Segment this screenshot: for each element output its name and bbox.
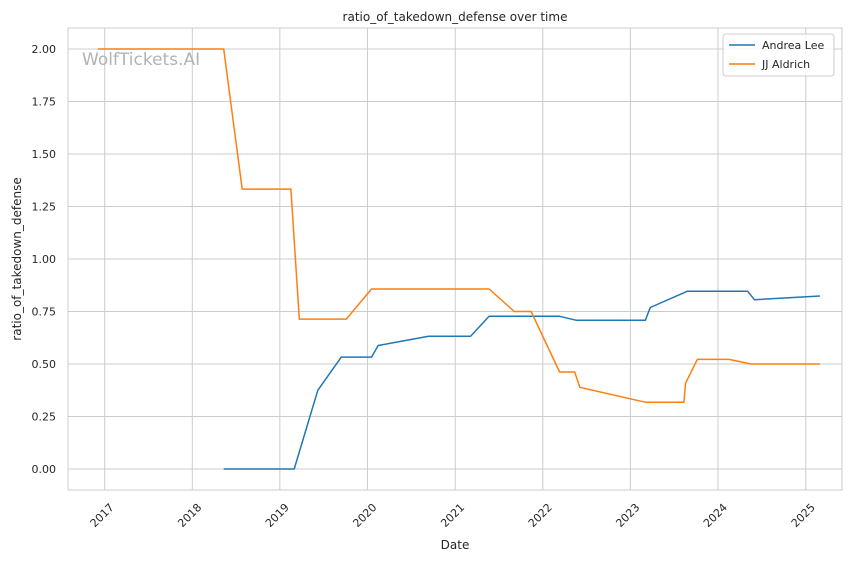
legend-label-jj-aldrich: JJ Aldrich (761, 58, 810, 71)
y-tick-label: 0.50 (32, 358, 57, 371)
x-tick-label: 2017 (88, 501, 117, 530)
x-tick-label: 2019 (263, 501, 292, 530)
chart-title: ratio_of_takedown_defense over time (343, 10, 568, 24)
y-axis-label: ratio_of_takedown_defense (10, 177, 24, 340)
x-tick-label: 2022 (526, 501, 555, 530)
x-tick-labels: 2017 2018 2019 2020 2021 2022 2023 2024 2025 (88, 501, 818, 530)
x-tick-label: 2025 (789, 501, 818, 530)
series-lines (97, 48, 820, 470)
y-tick-label: 0.00 (32, 463, 57, 476)
x-tick-label: 2024 (701, 501, 730, 530)
legend: Andrea Lee JJ Aldrich (722, 33, 835, 77)
x-tick-label: 2023 (613, 501, 642, 530)
x-tick-label: 2018 (175, 501, 204, 530)
x-axis-label: Date (441, 538, 470, 552)
y-tick-label: 0.25 (32, 411, 57, 424)
y-tick-label: 1.75 (32, 96, 57, 109)
watermark: WolfTickets.AI (82, 50, 200, 70)
grid (68, 28, 842, 490)
y-tick-label: 1.50 (32, 148, 57, 161)
y-tick-label: 1.00 (32, 253, 57, 266)
y-tick-label: 1.25 (32, 201, 57, 214)
y-tick-labels: 0.00 0.25 0.50 0.75 1.00 1.25 1.50 1.75 2.00 (32, 43, 57, 476)
x-tick-label: 2020 (350, 501, 379, 530)
y-tick-label: 0.75 (32, 306, 57, 319)
x-tick-label: 2021 (438, 501, 467, 530)
legend-label-andrea-lee: Andrea Lee (762, 39, 824, 52)
plot-frame (67, 27, 843, 491)
series-line-jj-aldrich (97, 48, 820, 403)
y-tick-label: 2.00 (32, 43, 57, 56)
series-line-andrea-lee (223, 290, 820, 470)
